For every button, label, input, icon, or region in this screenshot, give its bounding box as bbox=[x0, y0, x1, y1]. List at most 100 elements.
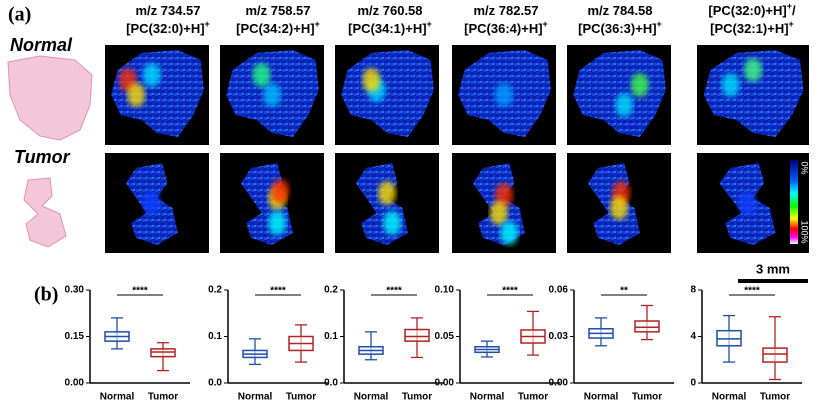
box bbox=[150, 348, 176, 358]
hotspot bbox=[489, 201, 508, 225]
superscript: + bbox=[205, 19, 210, 29]
column-header: [PC(36:3)+H]+ bbox=[578, 19, 662, 36]
significance: **** bbox=[502, 286, 518, 297]
superscript: + bbox=[787, 1, 792, 11]
superscript: + bbox=[543, 19, 548, 29]
column-header: [PC(36:4)+H]+ bbox=[464, 19, 548, 36]
text: / bbox=[792, 3, 796, 18]
hotspot bbox=[721, 73, 740, 97]
x-tick-label: Normal bbox=[584, 392, 619, 403]
y-tick-label: 8 bbox=[690, 285, 696, 296]
text: [PC(32:0)+H] bbox=[708, 3, 786, 18]
y-tick-label: 0.30 bbox=[65, 285, 85, 296]
text: m/z 784.58 bbox=[587, 3, 652, 18]
tissue-signal bbox=[472, 163, 525, 245]
y-tick-label: 4 bbox=[690, 331, 696, 342]
hotspot bbox=[610, 196, 628, 220]
tissue-signal bbox=[125, 163, 178, 245]
tissue-image bbox=[7, 55, 93, 141]
significance: ** bbox=[620, 286, 628, 297]
hotspot bbox=[383, 211, 402, 235]
x-tick-label: Normal bbox=[470, 392, 505, 403]
superscript: + bbox=[657, 19, 662, 29]
text: [PC(36:4)+H] bbox=[464, 21, 542, 36]
column-header: m/z 782.57 bbox=[473, 3, 538, 18]
tissue-signal bbox=[355, 163, 408, 245]
hotspot bbox=[495, 83, 513, 107]
tissue-signal bbox=[719, 163, 776, 245]
row-label: Tumor bbox=[14, 147, 71, 167]
x-tick-label: Tumor bbox=[518, 392, 548, 403]
superscript: + bbox=[315, 19, 320, 29]
y-tick-label: 0.03 bbox=[549, 331, 569, 342]
tissue-signal bbox=[226, 50, 319, 137]
x-tick-label: Normal bbox=[712, 392, 747, 403]
box bbox=[634, 320, 660, 333]
column-header: [PC(32:1)+H]+ bbox=[710, 19, 794, 36]
hotspot bbox=[362, 68, 381, 92]
tissue-region bbox=[573, 50, 666, 137]
text: m/z 758.57 bbox=[245, 3, 310, 18]
box bbox=[762, 347, 788, 363]
y-tick-label: 0.00 bbox=[549, 378, 569, 389]
y-tick-label: 0.10 bbox=[435, 285, 455, 296]
column-header: m/z 784.58 bbox=[587, 3, 652, 18]
x-tick-label: Normal bbox=[354, 392, 389, 403]
y-tick-label: 0.00 bbox=[65, 378, 85, 389]
significance: **** bbox=[744, 286, 760, 297]
column-header: [PC(32:0)+H]+/ bbox=[708, 1, 796, 18]
significance: **** bbox=[386, 286, 402, 297]
hotspot bbox=[495, 183, 513, 207]
panel-label: (a) bbox=[8, 4, 31, 26]
x-tick-label: Tumor bbox=[760, 392, 790, 403]
scale-bar-label: 3 mm bbox=[756, 261, 790, 276]
hotspot bbox=[378, 181, 396, 205]
hotspot bbox=[738, 191, 757, 215]
y-tick-label: 0.15 bbox=[65, 331, 85, 342]
hotspot bbox=[263, 83, 281, 107]
y-tick-label: 0.00 bbox=[435, 378, 455, 389]
column-header: m/z 760.58 bbox=[357, 3, 422, 18]
y-tick-label: 0 bbox=[690, 378, 696, 389]
y-tick-label: 0.1 bbox=[208, 331, 222, 342]
column-header: m/z 734.57 bbox=[135, 3, 200, 18]
y-tick-label: 0.1 bbox=[324, 331, 338, 342]
tissue-signal bbox=[341, 50, 434, 137]
box bbox=[404, 328, 430, 342]
hotspot bbox=[744, 58, 762, 82]
colorbar-label: 100% bbox=[800, 220, 810, 243]
hotspot bbox=[252, 63, 271, 87]
text: [PC(34:2)+H] bbox=[236, 21, 314, 36]
hotspot bbox=[615, 93, 634, 117]
column-header: [PC(34:1)+H]+ bbox=[348, 19, 432, 36]
text: m/z 734.57 bbox=[135, 3, 200, 18]
hotspot bbox=[500, 221, 519, 245]
row-label: Normal bbox=[10, 35, 73, 55]
text: [PC(32:1)+H] bbox=[710, 21, 788, 36]
text: m/z 760.58 bbox=[357, 3, 422, 18]
colorbar bbox=[790, 160, 798, 244]
hotspot bbox=[630, 73, 649, 97]
colorbar-label: 0% bbox=[800, 161, 810, 174]
column-header: [PC(34:2)+H]+ bbox=[236, 19, 320, 36]
tissue-signal bbox=[458, 50, 551, 137]
column-header: [PC(32:0)+H]+ bbox=[126, 19, 210, 36]
hotspot bbox=[142, 63, 161, 87]
hotspot bbox=[142, 191, 161, 215]
text: [PC(36:3)+H] bbox=[578, 21, 656, 36]
tissue-signal bbox=[240, 163, 293, 245]
x-tick-label: Tumor bbox=[402, 392, 432, 403]
y-tick-label: 0.2 bbox=[324, 285, 338, 296]
tissue-image bbox=[23, 177, 67, 248]
text: m/z 782.57 bbox=[473, 3, 538, 18]
significance: **** bbox=[132, 286, 148, 297]
text: [PC(34:1)+H] bbox=[348, 21, 426, 36]
superscript: + bbox=[789, 19, 794, 29]
y-tick-label: 0.06 bbox=[549, 285, 569, 296]
x-tick-label: Normal bbox=[100, 392, 135, 403]
x-tick-label: Tumor bbox=[148, 392, 178, 403]
y-tick-label: 0.05 bbox=[435, 331, 455, 342]
y-tick-label: 0.0 bbox=[324, 378, 338, 389]
x-tick-label: Normal bbox=[238, 392, 273, 403]
